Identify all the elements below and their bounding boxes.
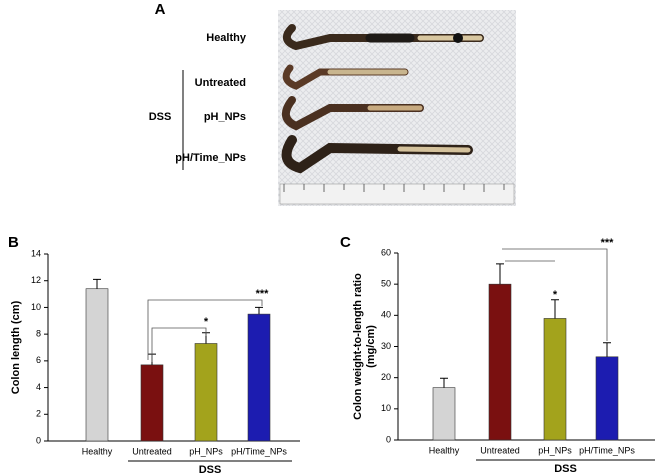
x-tick-label: Healthy [429,445,460,455]
x-tick-label: pH_NPs [189,446,223,456]
bar [247,313,271,442]
photo [278,10,516,206]
group-label: DSS [554,463,577,475]
significance-bracket [147,299,263,360]
error-bar [440,377,448,388]
y-tick-label: 20 [381,372,391,382]
bar [488,283,512,441]
photo-label: Untreated [195,77,246,89]
panel-letter: A [155,1,166,18]
error-bar [496,263,504,285]
x-tick-label: pH_NPs [538,445,572,455]
y-tick-label: 50 [381,279,391,289]
bar [595,356,619,441]
significance-bracket [502,248,608,341]
ruler-ticks [283,184,505,192]
bar [543,318,567,441]
x-tick-label: Healthy [82,446,113,456]
y-axis-label: (mg/cm) [365,325,377,368]
y-axis-label: Colon length (cm) [10,300,22,394]
y-tick-label: 6 [36,355,41,365]
panel-letter: C [340,234,351,251]
y-tick-label: 40 [381,310,391,320]
significance-label: * [553,289,558,301]
error-bar [551,299,559,319]
group-label: DSS [149,111,172,123]
x-tick-label: pH/Time_NPs [231,446,287,456]
y-tick-label: 10 [381,403,391,413]
significance-label: *** [256,288,270,300]
y-tick-label: 14 [31,248,41,258]
x-tick-label: Untreated [480,445,520,455]
error-bar [603,342,611,357]
error-bar [255,306,263,315]
significance-bracket [151,327,207,362]
ruler [279,183,515,205]
y-tick-label: 2 [36,409,41,419]
y-tick-label: 0 [36,435,41,445]
y-tick-label: 10 [31,302,41,312]
x-tick-label: Untreated [132,446,172,456]
photo-label: pH_NPs [204,111,246,123]
panel-letter: B [8,234,19,251]
photo-label: pH/Time_NPs [175,152,246,164]
x-tick-label: pH/Time_NPs [579,445,635,455]
significance-label: *** [601,237,615,249]
bar [432,387,456,441]
y-tick-label: 30 [381,341,391,351]
error-bar [93,278,101,289]
significance-label: * [204,316,209,328]
photo-label: Healthy [206,32,247,44]
y-tick-label: 12 [31,275,41,285]
bar [194,343,218,442]
y-tick-label: 4 [36,382,41,392]
y-tick-label: 60 [381,247,391,257]
bar [140,364,164,442]
bar [85,288,109,442]
y-axis-label: Colon weight-to-length ratio [352,273,364,420]
group-label: DSS [199,464,222,476]
colon-specimens [281,24,484,174]
y-tick-label: 0 [386,434,391,444]
y-tick-label: 8 [36,329,41,339]
